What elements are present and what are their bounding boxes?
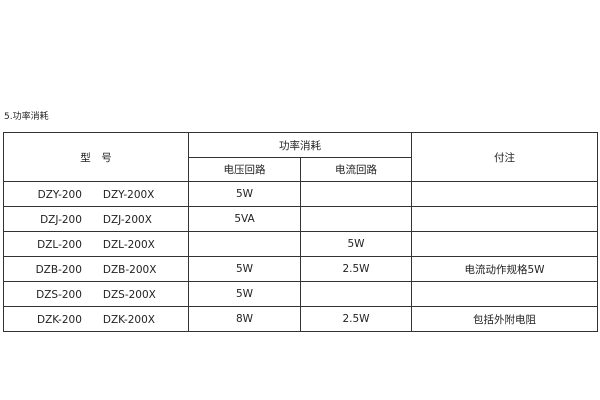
cell-note	[411, 231, 598, 257]
header-note: 付注	[411, 132, 598, 182]
cell-current: 2.5W	[300, 256, 412, 282]
table-subheader-row: 电压回路 电流回路	[4, 157, 598, 182]
table-row: DZS-200 DZS-200X 5W	[3, 281, 598, 307]
table-row: DZY-200 DZY-200X 5W	[3, 181, 598, 207]
table-row: DZL-200 DZL-200X 5W	[3, 231, 598, 257]
cell-model: DZJ-200 DZJ-200X	[3, 206, 189, 232]
cell-note: 包括外附电阻	[411, 306, 598, 332]
cell-model: DZL-200 DZL-200X	[3, 231, 189, 257]
header-current: 电流回路	[300, 157, 412, 182]
cell-voltage: 5VA	[188, 206, 301, 232]
cell-current: 2.5W	[300, 306, 412, 332]
cell-current: 5W	[300, 231, 412, 257]
cell-voltage	[188, 231, 301, 257]
cell-note	[411, 181, 598, 207]
power-consumption-table: 型 号 功率消耗 付注 电压回路 电流回路 DZY-200 DZY-200X 5W…	[3, 132, 598, 332]
cell-model: DZS-200 DZS-200X	[3, 281, 189, 307]
header-model: 型 号	[3, 132, 189, 182]
table-row: DZJ-200 DZJ-200X 5VA	[3, 206, 598, 232]
cell-voltage: 5W	[188, 181, 301, 207]
cell-model: DZY-200 DZY-200X	[3, 181, 189, 207]
cell-model: DZB-200 DZB-200X	[3, 256, 189, 282]
cell-current	[300, 206, 412, 232]
cell-voltage: 8W	[188, 306, 301, 332]
table-row: DZB-200 DZB-200X 5W 2.5W 电流动作规格5W	[3, 256, 598, 282]
cell-note	[411, 206, 598, 232]
cell-note	[411, 281, 598, 307]
cell-model: DZK-200 DZK-200X	[3, 306, 189, 332]
table-row: DZK-200 DZK-200X 8W 2.5W 包括外附电阻	[3, 306, 598, 332]
header-power: 功率消耗	[188, 132, 412, 158]
table-header-row: 型 号 功率消耗 付注	[3, 132, 598, 182]
cell-voltage: 5W	[188, 281, 301, 307]
cell-voltage: 5W	[188, 256, 301, 282]
header-voltage: 电压回路	[188, 157, 301, 182]
section-title: 5.功率消耗	[4, 112, 49, 122]
cell-note: 电流动作规格5W	[411, 256, 598, 282]
cell-current	[300, 181, 412, 207]
cell-current	[300, 281, 412, 307]
